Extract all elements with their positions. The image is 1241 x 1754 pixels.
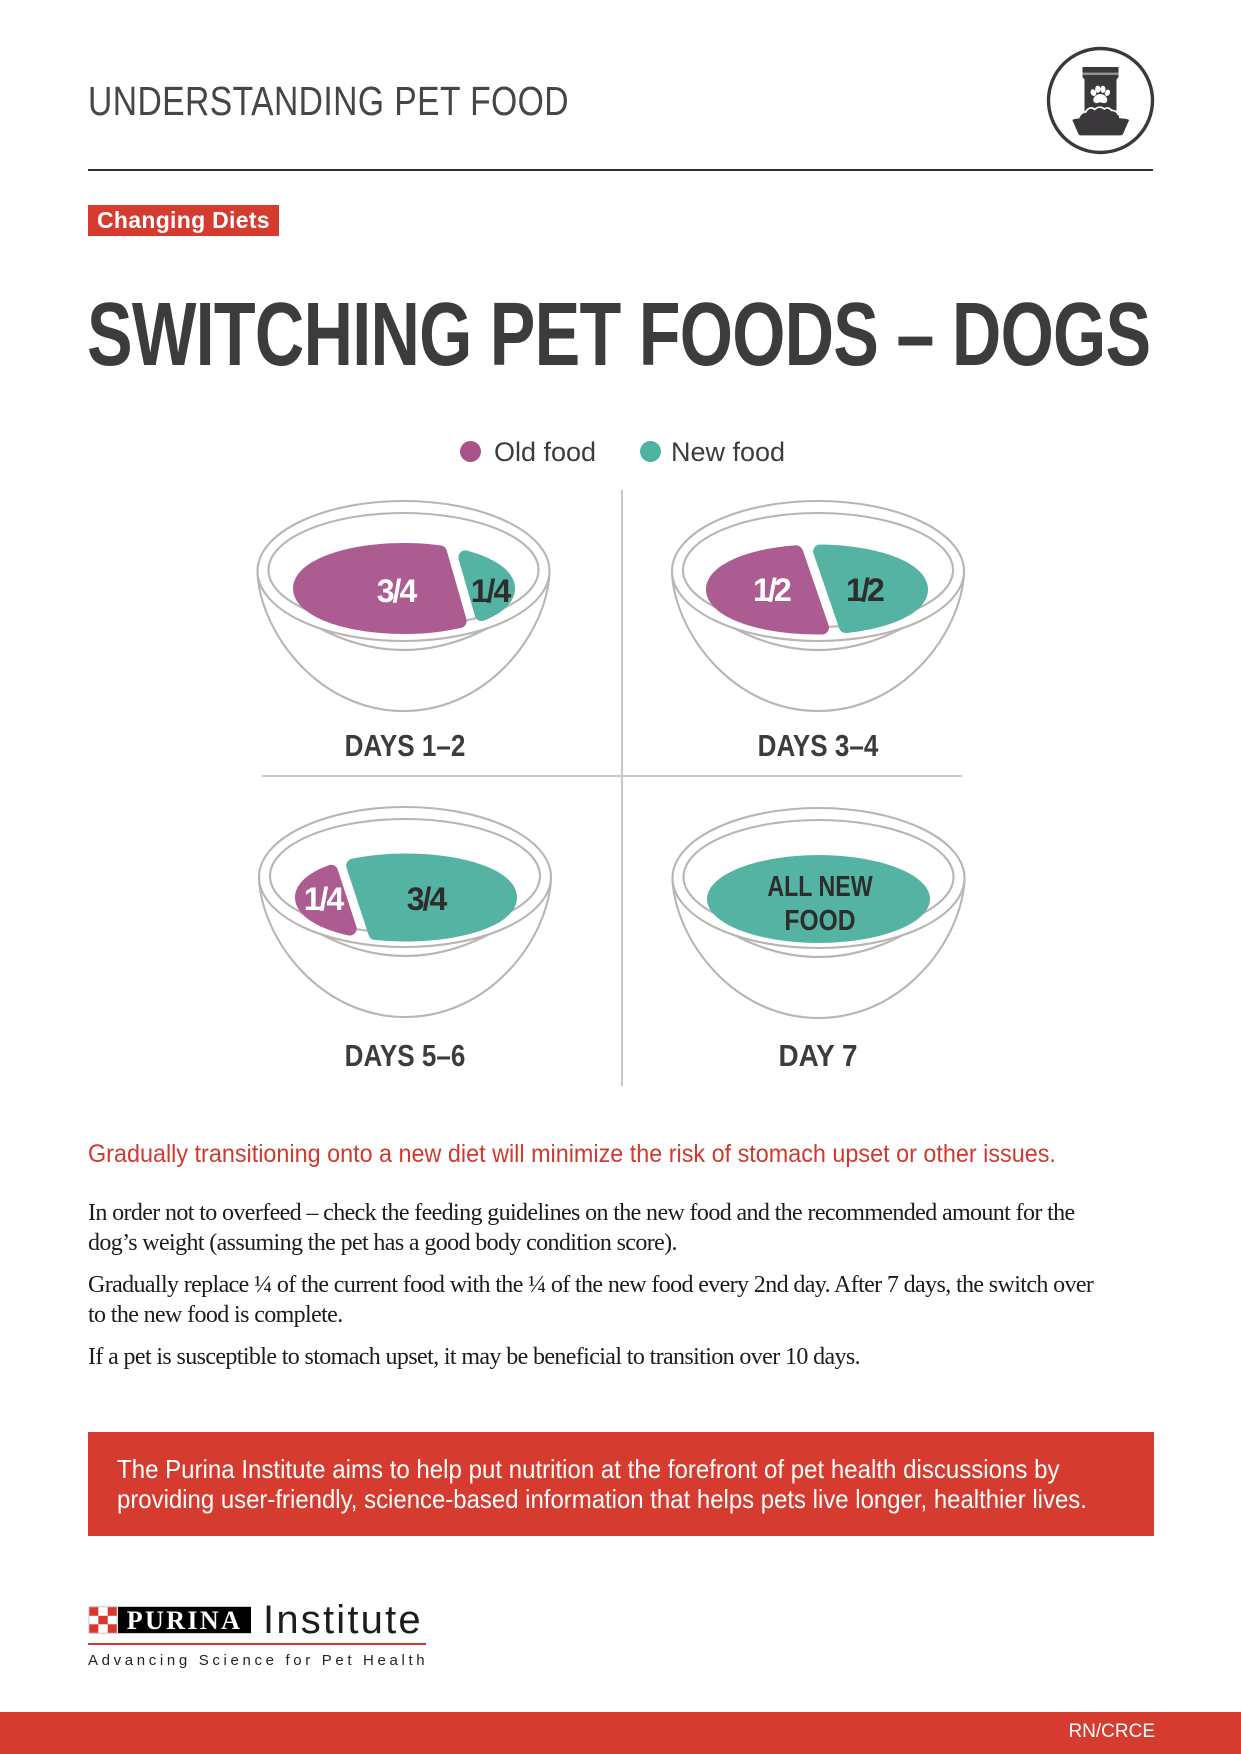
svg-text:Institute: Institute — [263, 1604, 423, 1642]
svg-text:ALL NEW: ALL NEW — [767, 869, 872, 902]
svg-text:1/2: 1/2 — [753, 572, 791, 608]
svg-text:3/4: 3/4 — [377, 573, 418, 609]
svg-text:1/4: 1/4 — [304, 881, 345, 917]
svg-text:1/2: 1/2 — [846, 572, 884, 608]
svg-text:1/4: 1/4 — [471, 573, 512, 609]
svg-text:3/4: 3/4 — [407, 881, 448, 917]
svg-text:PURINA: PURINA — [127, 1606, 243, 1635]
svg-text:Advancing Science for Pet Heal: Advancing Science for Pet Health — [88, 1652, 428, 1669]
svg-text:FOOD: FOOD — [784, 904, 855, 936]
